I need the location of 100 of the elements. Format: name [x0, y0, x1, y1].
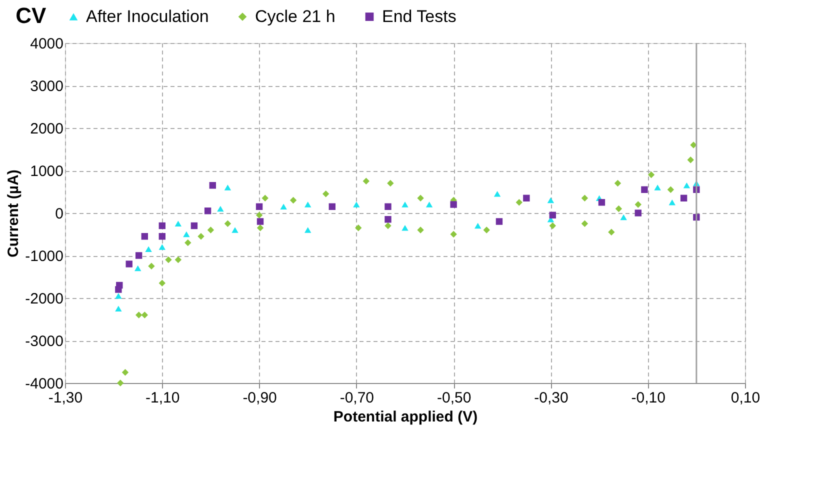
point	[362, 178, 370, 184]
point	[450, 230, 457, 238]
point	[581, 194, 588, 202]
x-axis-title: Potential applied (V)	[333, 408, 478, 426]
point	[417, 226, 424, 234]
point	[608, 228, 615, 236]
point	[328, 203, 336, 210]
x-tick-label: -0,70	[340, 390, 374, 406]
legend-label: Cycle 21 h	[255, 6, 336, 26]
point	[148, 262, 155, 270]
point	[141, 233, 148, 240]
point	[126, 260, 132, 268]
point	[648, 171, 655, 178]
y-tick-label: -3000	[25, 333, 64, 350]
x-tick-label: 0,10	[730, 390, 760, 406]
point	[641, 186, 648, 193]
point	[494, 190, 501, 197]
point	[384, 216, 392, 223]
point	[384, 222, 392, 230]
point	[184, 239, 192, 246]
point	[667, 186, 674, 193]
point	[615, 205, 622, 212]
point	[402, 202, 408, 208]
point	[549, 222, 556, 230]
point	[145, 246, 152, 252]
point	[183, 231, 190, 238]
y-tick-label: -1000	[25, 248, 64, 265]
point	[680, 194, 688, 202]
point	[198, 233, 204, 240]
point	[262, 194, 268, 202]
point	[256, 203, 263, 210]
point	[322, 190, 330, 198]
point	[483, 226, 490, 234]
point	[174, 256, 182, 264]
point	[224, 184, 232, 190]
legend-label: After Inoculation	[86, 6, 209, 26]
point	[232, 227, 238, 233]
legend-label: End Tests	[382, 6, 456, 26]
point	[426, 202, 433, 208]
x-tick-label: -0,90	[242, 390, 277, 406]
point	[620, 214, 627, 220]
point	[122, 369, 129, 376]
point	[158, 222, 166, 230]
y-axis-title: Current (µA)	[5, 170, 22, 258]
y-tick-label: 1000	[30, 163, 64, 180]
y-tick-label: 3000	[30, 78, 64, 95]
point	[134, 265, 142, 272]
y-tick-label: -2000	[25, 290, 64, 308]
point	[135, 252, 142, 259]
point	[384, 203, 392, 210]
point	[158, 280, 166, 286]
point	[598, 199, 606, 206]
x-tick-label: -0,10	[631, 390, 666, 406]
point	[117, 380, 124, 386]
point	[496, 218, 503, 225]
y-tick-label: 4000	[30, 36, 64, 52]
point	[450, 201, 457, 208]
point	[634, 201, 642, 208]
point	[353, 202, 360, 208]
point	[304, 202, 312, 208]
point	[115, 306, 122, 312]
point	[683, 182, 690, 188]
y-tick-label: 0	[55, 206, 64, 222]
y-tick-label: 2000	[30, 120, 64, 138]
point	[207, 226, 214, 234]
x-tick-label: -1,30	[48, 390, 83, 406]
point	[158, 233, 166, 240]
point	[290, 196, 297, 204]
point	[402, 224, 408, 231]
point	[224, 220, 232, 227]
point	[549, 212, 556, 218]
x-tick-label: -0,30	[534, 390, 568, 406]
point	[165, 256, 172, 264]
point	[304, 227, 312, 233]
point	[668, 199, 676, 206]
point	[547, 197, 554, 204]
point	[687, 156, 694, 164]
point	[190, 222, 198, 230]
point	[256, 224, 264, 232]
point	[209, 182, 216, 189]
x-tick-label: -0,50	[436, 390, 472, 406]
point	[115, 292, 122, 299]
point	[256, 212, 263, 218]
point	[204, 208, 212, 214]
point	[256, 218, 264, 225]
point	[280, 204, 287, 210]
point	[135, 312, 142, 318]
point	[417, 194, 424, 202]
point	[116, 282, 123, 289]
point	[174, 220, 182, 227]
point	[474, 222, 482, 229]
point	[158, 244, 166, 250]
point	[614, 180, 622, 187]
chart-title: CV	[16, 3, 47, 28]
x-tick-label: -1,10	[146, 390, 180, 406]
point	[581, 220, 588, 227]
point	[387, 180, 394, 187]
point	[217, 206, 224, 212]
point	[141, 312, 148, 318]
point	[523, 194, 530, 202]
